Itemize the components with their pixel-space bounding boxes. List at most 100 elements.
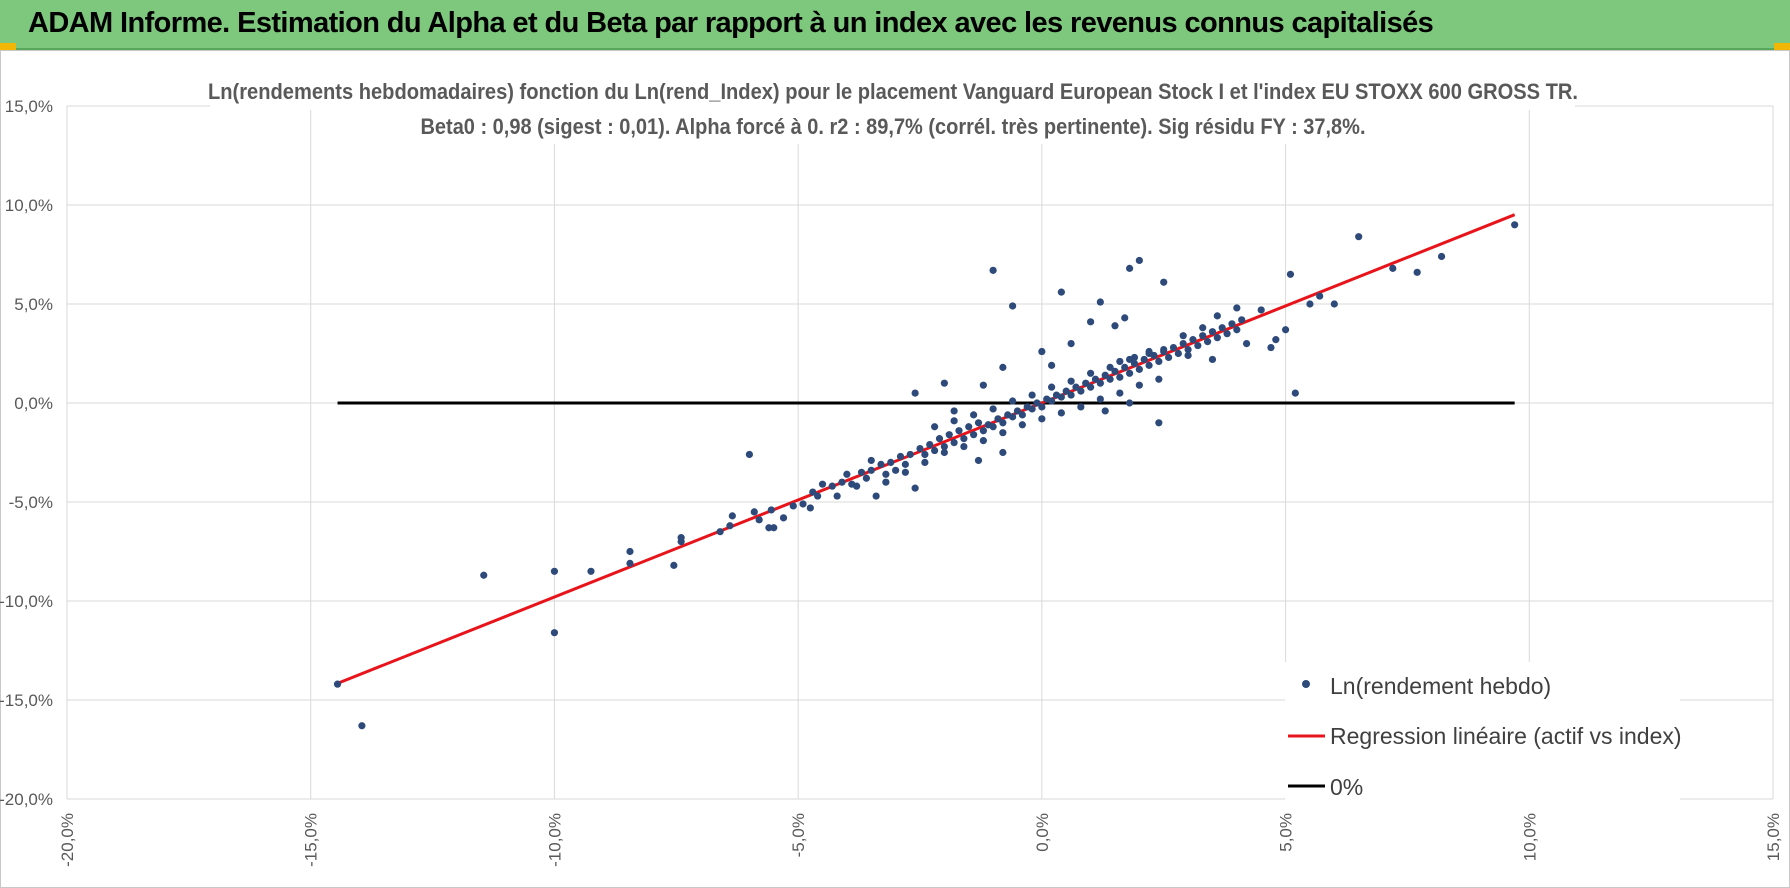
data-point [1125,355,1134,364]
data-point [931,423,939,431]
data-point [892,466,900,474]
data-point [1111,367,1119,375]
data-point [1111,322,1119,330]
data-point [1233,304,1241,312]
data-point [1048,383,1056,391]
data-point [806,504,814,512]
data-point [940,442,948,451]
y-tick-label: -5,0% [9,493,53,512]
data-point [1009,413,1017,421]
y-tick-label: -20,0% [0,790,53,809]
data-point [1057,393,1065,401]
data-point [974,456,983,465]
data-point [1033,399,1041,407]
data-point [989,266,997,274]
data-point [1067,340,1075,348]
axes: -20,0% -15,0% -10,0% -5,0% 0,0% 5,0% 10,0% 15,0… [0,97,1783,867]
data-point [1048,397,1056,405]
data-point [979,437,987,445]
data-point [1101,371,1109,379]
data-point [1199,332,1207,340]
data-point [1072,383,1080,391]
data-point [1355,233,1363,241]
data-point [1130,359,1139,367]
data-point [970,411,978,419]
data-point [818,480,827,488]
x-tick-label: 5,0% [1277,813,1296,852]
data-point [1096,395,1104,403]
data-point [911,484,919,492]
data-point [1077,403,1085,411]
data-point [1077,387,1085,395]
data-point [799,500,807,508]
data-point [1116,357,1124,366]
data-point [1189,336,1197,344]
corner-marker-left [0,43,16,50]
data-point [1213,312,1221,320]
chart-subtitle-bg [415,102,1375,144]
data-point [716,528,724,536]
data-point [882,478,890,486]
data-point [1330,300,1338,308]
x-tick-label: 15,0% [1764,813,1783,861]
data-point [1228,320,1236,328]
data-point [1121,363,1129,371]
data-point [1194,341,1202,350]
data-point [1267,343,1275,352]
data-point [843,470,851,478]
data-point [1028,405,1036,413]
data-point [1028,391,1036,399]
data-point [1140,355,1148,364]
data-point [1125,264,1134,272]
data-point [1179,332,1187,340]
data-point [1437,252,1446,261]
data-point [626,547,634,556]
data-point [979,381,987,389]
data-point [358,722,366,730]
data-point [1096,298,1104,306]
data-point [1199,324,1207,332]
data-point [1062,387,1070,395]
chart-subtitle: Beta0 : 0,98 (sigest : 0,01). Alpha forc… [421,114,1366,139]
data-point [1413,268,1421,276]
data-point [960,442,968,451]
y-tick-label: -10,0% [0,592,53,611]
data-point [887,458,895,466]
data-point [1291,389,1299,397]
data-point [1208,355,1217,364]
data-point [1096,379,1104,387]
data-point [1281,326,1290,334]
legend-label-zero: 0% [1330,774,1363,800]
data-point [550,629,559,637]
data-point [931,446,939,455]
data-point [767,506,775,514]
data-point [940,379,948,387]
data-point [1208,328,1217,336]
legend-marker-points [1302,680,1310,688]
x-tick-label: -15,0% [302,813,321,867]
data-point [945,431,953,439]
data-point [1013,407,1022,415]
data-point [670,561,678,569]
data-point [814,492,822,500]
y-tick-label: 0,0% [14,394,53,413]
y-tick-label: -15,0% [0,691,53,710]
data-point [1223,330,1231,338]
data-point [1257,306,1265,314]
data-point [999,419,1007,427]
legend: Ln(rendement hebdo) Regression linéaire … [1285,662,1682,812]
data-point [940,448,948,457]
data-point [1106,375,1114,383]
data-point [974,419,983,427]
data-point [828,482,836,490]
data-point [1286,270,1295,278]
data-point [1135,365,1143,373]
data-point [1091,375,1100,383]
data-point [1038,415,1046,423]
data-point [726,522,734,530]
data-point [1218,324,1226,332]
data-point [1272,336,1280,344]
data-point [1389,264,1397,272]
data-point [1101,407,1109,415]
